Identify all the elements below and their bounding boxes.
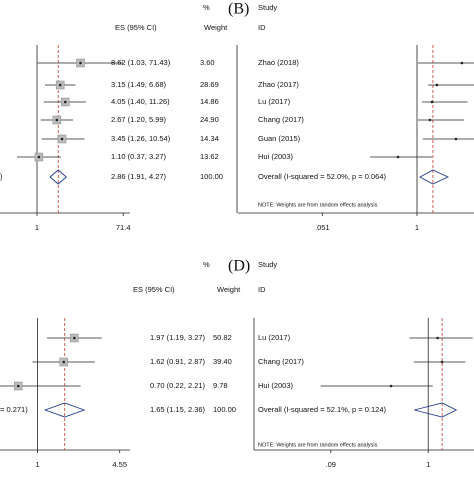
study-label: Hui (2003): [258, 152, 294, 161]
pct-header: %: [203, 260, 210, 269]
overall-diamond: [419, 169, 449, 185]
weight-header: Weight: [217, 285, 241, 294]
study-label: Zhao (2017): [258, 80, 299, 89]
study-label: Guan (2015): [258, 134, 301, 143]
es-label: 3.45 (1.26, 10.54): [111, 134, 171, 143]
note: NOTE: Weights are from random effects an…: [258, 202, 378, 208]
point-estimate: [440, 360, 444, 364]
point-estimate: [454, 137, 458, 141]
study-label: Lu (2017): [258, 333, 291, 342]
study-label: Lu (2017): [258, 97, 291, 106]
plot-area: [0, 318, 130, 453]
point-estimate: [62, 360, 66, 364]
overall-label: Overall (I-squared = 52.1%, p = 0.124): [258, 405, 386, 414]
weight-label: 14.34: [200, 134, 219, 143]
study-header: Study: [258, 3, 277, 12]
overall-diamond: [43, 402, 86, 418]
overall-diamond: [414, 402, 458, 418]
overall-diamond: [49, 169, 68, 185]
x-tick-label: 1: [426, 460, 430, 469]
es-label: 1.62 (0.91, 2.87): [150, 357, 206, 366]
plot-area: [238, 45, 474, 216]
x-tick-label: 71.4: [116, 223, 131, 232]
es-label: 1.65 (1.15, 2.36): [150, 405, 206, 414]
es-label: 1.97 (1.19, 3.27): [150, 333, 206, 342]
point-estimate: [79, 61, 82, 65]
panel-title: (D): [228, 258, 250, 275]
id-header: ID: [258, 285, 266, 294]
study-label: Zhao (2018): [258, 58, 299, 67]
weight-label: 13.62: [200, 152, 219, 161]
point-estimate: [16, 384, 20, 388]
overall-label: Overall (I-squared = 52.0%, p = 0.064): [258, 172, 386, 181]
overall-tail: = 0.271): [0, 405, 28, 414]
x-tick-label: 1: [35, 223, 39, 232]
weight-label: 39.40: [213, 357, 232, 366]
weight-label: 50.82: [213, 333, 232, 342]
study-label: Hui (2003): [258, 381, 294, 390]
panel-title: (B): [228, 1, 249, 18]
weight-label: 100.00: [213, 405, 236, 414]
study-label: Chang (2017): [258, 115, 304, 124]
study-label: Chang (2017): [258, 357, 304, 366]
es-label: 8.62 (1.03, 71.43): [111, 58, 171, 67]
point-estimate: [60, 137, 64, 141]
x-tick-label: 1: [35, 460, 39, 469]
es-label: 2.86 (1.91, 4.27): [111, 172, 167, 181]
weight-label: 28.69: [200, 80, 219, 89]
es-header: ES (95% CI): [133, 285, 175, 294]
es-label: 3.15 (1.49, 6.68): [111, 80, 167, 89]
plot-area: [254, 318, 474, 453]
plot-area: [0, 45, 130, 216]
point-estimate: [396, 155, 400, 159]
id-header: ID: [258, 23, 266, 32]
point-estimate: [436, 336, 439, 340]
point-estimate: [55, 118, 59, 122]
point-estimate: [389, 384, 393, 388]
point-estimate: [63, 100, 67, 104]
es-header: ES (95% CI): [115, 23, 157, 32]
x-tick-label: 4.55: [112, 460, 127, 469]
weight-label: 100.00: [200, 172, 223, 181]
weight-label: 9.78: [213, 381, 228, 390]
point-estimate: [460, 61, 464, 65]
note: NOTE: Weights are from random effects an…: [258, 442, 378, 448]
overall-tail: ): [0, 172, 3, 181]
weight-label: 24.90: [200, 115, 219, 124]
point-estimate: [37, 155, 41, 159]
point-estimate: [58, 83, 62, 87]
weight-label: 3.60: [200, 58, 215, 67]
point-estimate: [430, 100, 434, 104]
point-estimate: [435, 83, 439, 87]
study-header: Study: [258, 260, 277, 269]
es-label: 2.67 (1.20, 5.99): [111, 115, 167, 124]
x-tick-label: .09: [326, 460, 336, 469]
point-estimate: [73, 336, 76, 340]
x-tick-label: 1: [415, 223, 419, 232]
es-label: 0.70 (0.22, 2.21): [150, 381, 206, 390]
weight-header: Weight: [204, 23, 228, 32]
es-label: 4.05 (1.40, 11.26): [111, 97, 170, 106]
point-estimate: [428, 118, 432, 122]
weight-label: 14.86: [200, 97, 219, 106]
pct-header: %: [203, 3, 210, 12]
x-tick-label: .051: [315, 223, 330, 232]
es-label: 1.10 (0.37, 3.27): [111, 152, 167, 161]
